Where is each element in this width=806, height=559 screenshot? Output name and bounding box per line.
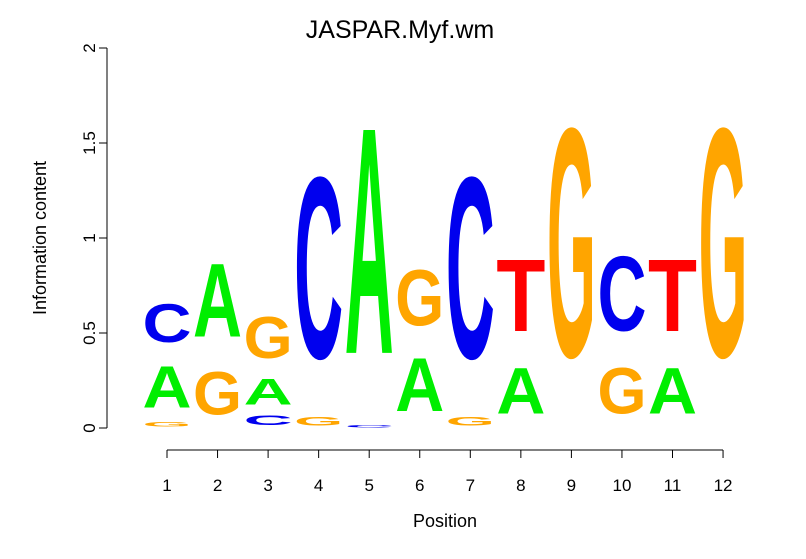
logo-letter-g: G <box>446 415 495 428</box>
logo-letter-a: A <box>345 59 394 422</box>
logo-letter-g: G <box>597 354 646 428</box>
y-tick-label: 1.5 <box>80 131 99 155</box>
x-tick-label: 4 <box>314 476 323 495</box>
logo-letter-a: A <box>395 344 444 429</box>
y-tick-label: 0.5 <box>80 321 99 345</box>
logo-letter-c: C <box>597 234 646 353</box>
logo-letter-c: C <box>244 413 293 428</box>
x-tick-label: 6 <box>415 476 424 495</box>
x-tick-label: 5 <box>364 476 373 495</box>
logo-column: AT <box>496 237 545 428</box>
chart-title: JASPAR.Myf.wm <box>306 16 494 44</box>
x-tick-label: 3 <box>263 476 272 495</box>
y-axis-label: Information content <box>30 161 50 315</box>
x-tick-label: 9 <box>567 476 576 495</box>
logo-column: GC <box>597 234 646 428</box>
logo-letter-a: A <box>648 354 697 428</box>
logo-letter-g: G <box>547 60 596 425</box>
logo-letter-g: G <box>395 254 444 343</box>
x-tick-label: 12 <box>714 476 733 495</box>
y-tick-label: 0 <box>80 423 99 432</box>
logo-letter-c: C <box>446 124 495 414</box>
logo-letter-a: A <box>244 371 293 413</box>
logo-letter-g: G <box>244 305 293 371</box>
logo-letter-a: A <box>143 353 192 420</box>
x-tick-label: 1 <box>162 476 171 495</box>
logo-column: AT <box>648 237 697 428</box>
logo-letter-g: G <box>294 415 343 428</box>
x-tick-label: 7 <box>466 476 475 495</box>
logo-letter-g: G <box>193 360 242 428</box>
logo-column: GAC <box>143 293 192 428</box>
logo-column: G <box>699 60 748 425</box>
x-tick-label: 8 <box>516 476 525 495</box>
logo-letter-g: G <box>143 420 192 428</box>
y-tick-label: 2 <box>80 43 99 52</box>
logo-column: GC <box>294 124 343 428</box>
x-axis: 1 2 3 4 5 6 7 8 9 10 11 12 <box>162 449 733 495</box>
logo-letter-c: C <box>294 124 343 414</box>
logo-letter-t: T <box>496 237 545 353</box>
logo-letter-t: T <box>648 237 697 353</box>
logo-column: CAG <box>244 305 293 428</box>
x-tick-label: 10 <box>612 476 631 495</box>
y-tick-label: 1 <box>80 233 99 242</box>
logo-column: CA <box>345 59 394 428</box>
logo-letter-c: C <box>345 424 394 428</box>
y-axis: 0 0.5 1 1.5 2 <box>80 43 108 433</box>
x-axis-label: Position <box>413 511 477 531</box>
x-tick-label: 2 <box>213 476 222 495</box>
logo-column: GA <box>193 241 242 428</box>
logo-letter-a: A <box>496 354 545 428</box>
logo-letter-a: A <box>193 241 242 359</box>
logo-column: GC <box>446 124 495 428</box>
logo-column: G <box>547 60 596 425</box>
logo-letter-c: C <box>143 293 192 354</box>
logo-letter-g: G <box>699 60 748 425</box>
x-tick-label: 11 <box>664 476 682 495</box>
logo-column: AG <box>395 254 444 428</box>
